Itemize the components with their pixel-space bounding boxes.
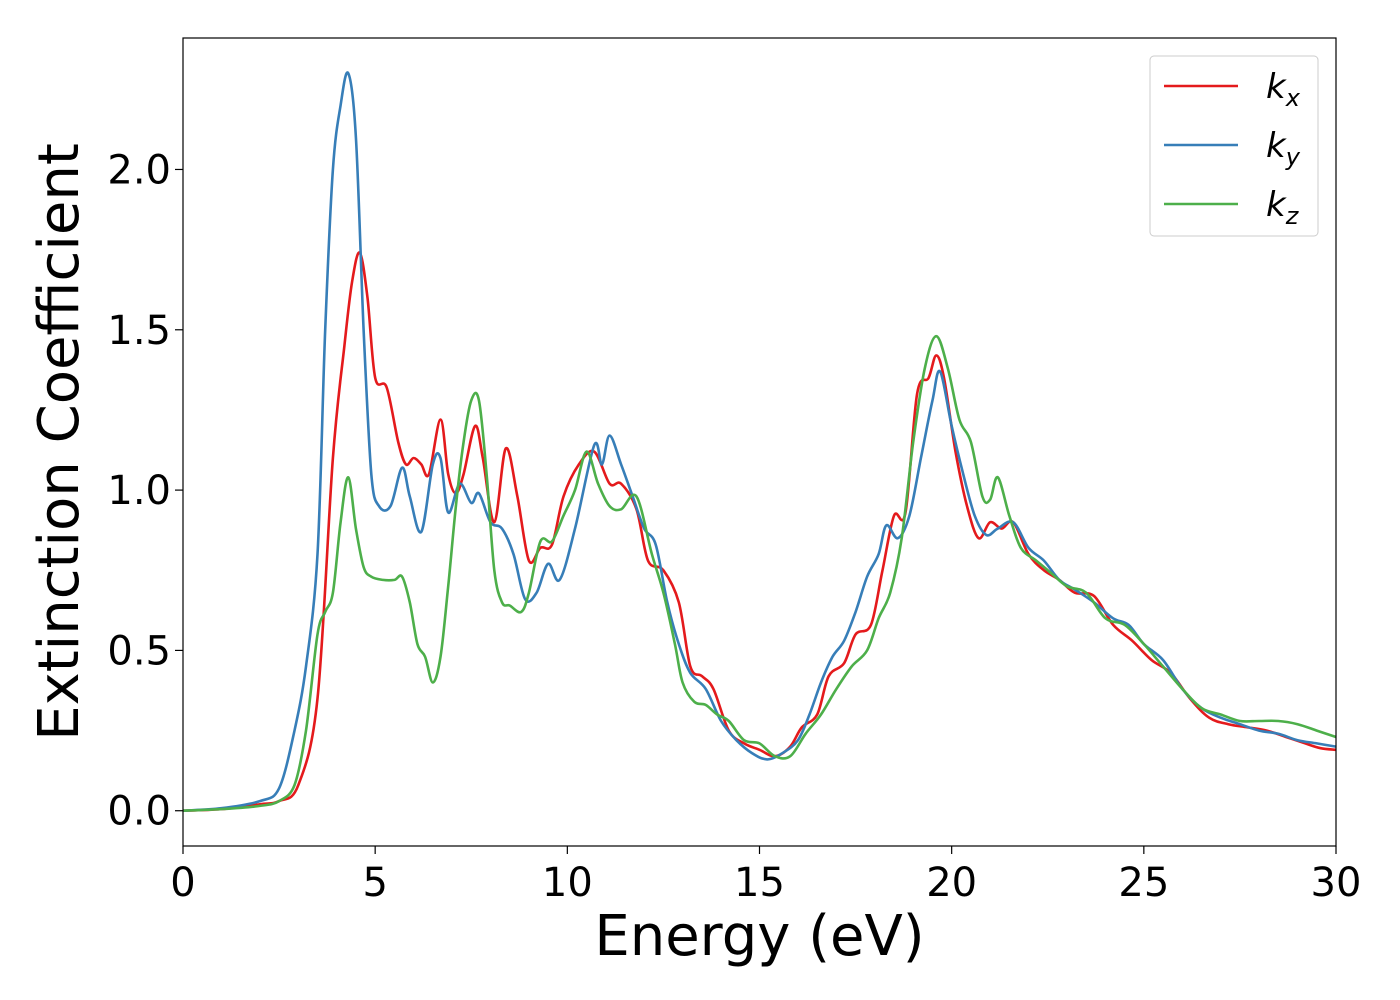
y-axis-ticks: 0.0 0.5 1.0 1.5 2.0 (107, 147, 183, 835)
x-tick-label: 10 (542, 860, 593, 906)
y-tick-label: 0.5 (107, 628, 171, 674)
plot-lines (182, 71, 1337, 812)
legend-label-ky: ky (1266, 126, 1301, 171)
x-tick-label: 15 (734, 860, 785, 906)
y-tick-label: 2.0 (107, 147, 171, 193)
series-line-kx (182, 251, 1337, 812)
legend: kx ky kz (1149, 55, 1319, 237)
series-line-kz (182, 334, 1337, 812)
legend-label-kx: kx (1266, 67, 1301, 112)
y-tick-label: 0.0 (107, 789, 171, 835)
x-axis-title: Energy (eV) (594, 904, 924, 969)
x-tick-label: 5 (362, 860, 387, 906)
x-tick-label: 20 (926, 860, 977, 906)
y-tick-label: 1.5 (107, 308, 171, 354)
x-tick-label: 30 (1311, 860, 1362, 906)
x-tick-label: 0 (170, 860, 195, 906)
legend-label-kz: kz (1266, 185, 1300, 230)
y-tick-label: 1.0 (107, 468, 171, 514)
y-axis-title: Extinction Coefficient (27, 143, 92, 741)
x-axis-ticks: 0 5 10 15 20 25 30 (170, 846, 1361, 906)
x-tick-label: 25 (1118, 860, 1169, 906)
